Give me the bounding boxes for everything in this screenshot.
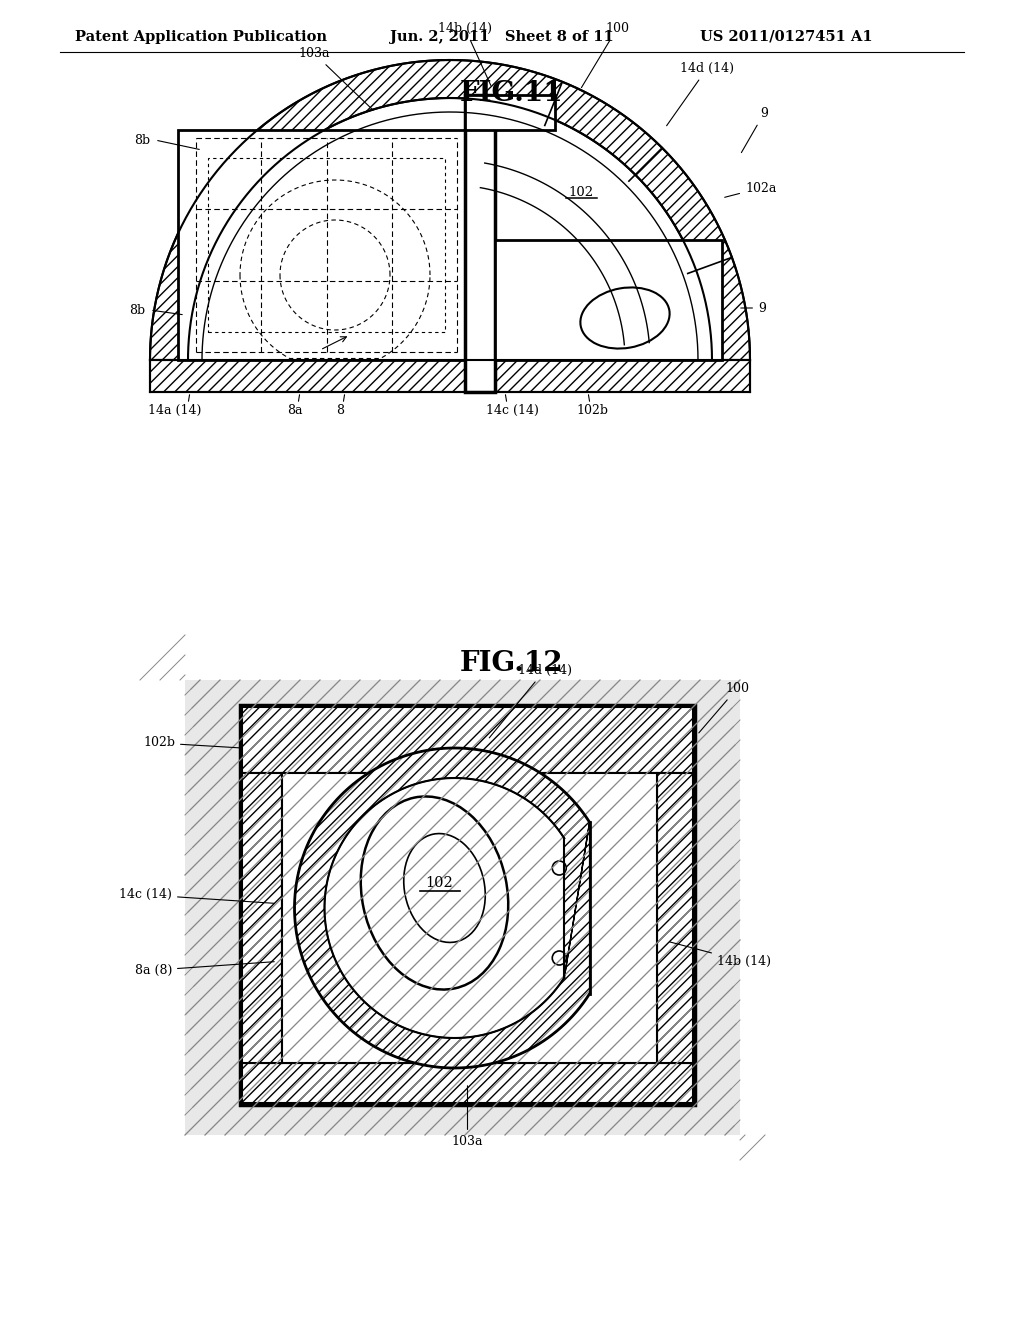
- Polygon shape: [178, 129, 465, 360]
- Polygon shape: [465, 95, 555, 129]
- Text: 14d (14): 14d (14): [667, 62, 734, 125]
- Text: 100: 100: [698, 682, 749, 733]
- Text: Patent Application Publication: Patent Application Publication: [75, 30, 327, 44]
- Circle shape: [552, 950, 566, 965]
- Text: 102b: 102b: [143, 737, 240, 750]
- Text: 102a: 102a: [725, 181, 776, 197]
- Text: US 2011/0127451 A1: US 2011/0127451 A1: [700, 30, 872, 44]
- Text: 9: 9: [741, 107, 768, 153]
- Text: 14d (14): 14d (14): [489, 664, 571, 738]
- Polygon shape: [240, 705, 695, 1105]
- Text: 14b (14): 14b (14): [670, 942, 771, 968]
- Circle shape: [552, 861, 566, 875]
- Text: FIG.11: FIG.11: [460, 81, 564, 107]
- Polygon shape: [495, 240, 722, 360]
- Text: 8b: 8b: [134, 133, 150, 147]
- Text: Jun. 2, 2011   Sheet 8 of 11: Jun. 2, 2011 Sheet 8 of 11: [390, 30, 613, 44]
- Text: FIG.12: FIG.12: [460, 649, 564, 677]
- Text: 102: 102: [568, 186, 593, 198]
- Ellipse shape: [360, 796, 508, 990]
- Text: 8: 8: [336, 404, 344, 417]
- Polygon shape: [242, 708, 693, 774]
- Polygon shape: [242, 774, 282, 1063]
- Text: 103a: 103a: [299, 48, 373, 110]
- Text: 14c (14): 14c (14): [119, 888, 274, 903]
- Text: 14a (14): 14a (14): [148, 404, 202, 417]
- Polygon shape: [465, 95, 495, 392]
- Text: 102: 102: [426, 876, 454, 890]
- Polygon shape: [295, 748, 590, 1068]
- Polygon shape: [150, 360, 750, 392]
- Polygon shape: [657, 774, 693, 1063]
- Text: 8a (8): 8a (8): [134, 962, 274, 977]
- Polygon shape: [242, 1063, 693, 1104]
- Text: 14b (14): 14b (14): [438, 22, 492, 86]
- Text: 100: 100: [582, 22, 629, 87]
- Text: 8a: 8a: [288, 404, 303, 417]
- Bar: [208, 158, 445, 333]
- Ellipse shape: [403, 833, 485, 942]
- Polygon shape: [282, 774, 657, 1063]
- Polygon shape: [185, 680, 740, 1135]
- Ellipse shape: [581, 288, 670, 348]
- Text: 102b: 102b: [575, 404, 608, 417]
- Text: 9: 9: [740, 301, 766, 314]
- Text: 14c (14): 14c (14): [485, 404, 539, 417]
- Text: 103a: 103a: [452, 1086, 483, 1148]
- Polygon shape: [150, 59, 750, 360]
- Text: 8b: 8b: [129, 304, 145, 317]
